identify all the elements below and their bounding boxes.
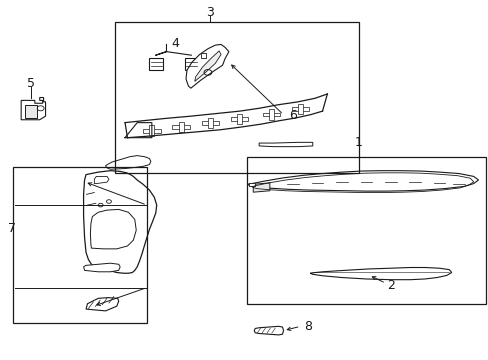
- Polygon shape: [268, 109, 273, 120]
- Polygon shape: [259, 142, 312, 147]
- Polygon shape: [310, 267, 451, 280]
- Text: 2: 2: [386, 279, 394, 292]
- Text: 6: 6: [289, 109, 297, 122]
- Text: 1: 1: [354, 136, 362, 149]
- Polygon shape: [253, 183, 269, 192]
- Polygon shape: [105, 156, 151, 169]
- Polygon shape: [298, 104, 303, 114]
- Polygon shape: [230, 117, 248, 121]
- Polygon shape: [86, 298, 119, 311]
- Polygon shape: [248, 171, 478, 191]
- Polygon shape: [254, 326, 283, 335]
- Polygon shape: [291, 107, 309, 111]
- Polygon shape: [172, 125, 189, 129]
- Text: 7: 7: [8, 222, 16, 235]
- Polygon shape: [262, 113, 280, 116]
- Polygon shape: [149, 126, 154, 136]
- Polygon shape: [83, 171, 157, 273]
- Polygon shape: [83, 263, 120, 272]
- Polygon shape: [237, 114, 242, 125]
- Polygon shape: [200, 53, 206, 58]
- Polygon shape: [21, 98, 45, 120]
- Polygon shape: [185, 44, 228, 88]
- Polygon shape: [90, 210, 136, 249]
- Polygon shape: [184, 58, 198, 69]
- Polygon shape: [249, 183, 255, 186]
- Polygon shape: [194, 51, 221, 81]
- Text: 4: 4: [171, 36, 179, 50]
- Polygon shape: [94, 176, 109, 184]
- Text: 3: 3: [206, 6, 214, 19]
- Polygon shape: [178, 122, 183, 132]
- Polygon shape: [201, 121, 219, 125]
- Text: 8: 8: [303, 320, 311, 333]
- Polygon shape: [25, 105, 37, 118]
- Polygon shape: [149, 58, 162, 69]
- Polygon shape: [207, 118, 212, 129]
- Text: 5: 5: [27, 77, 35, 90]
- Polygon shape: [143, 129, 160, 133]
